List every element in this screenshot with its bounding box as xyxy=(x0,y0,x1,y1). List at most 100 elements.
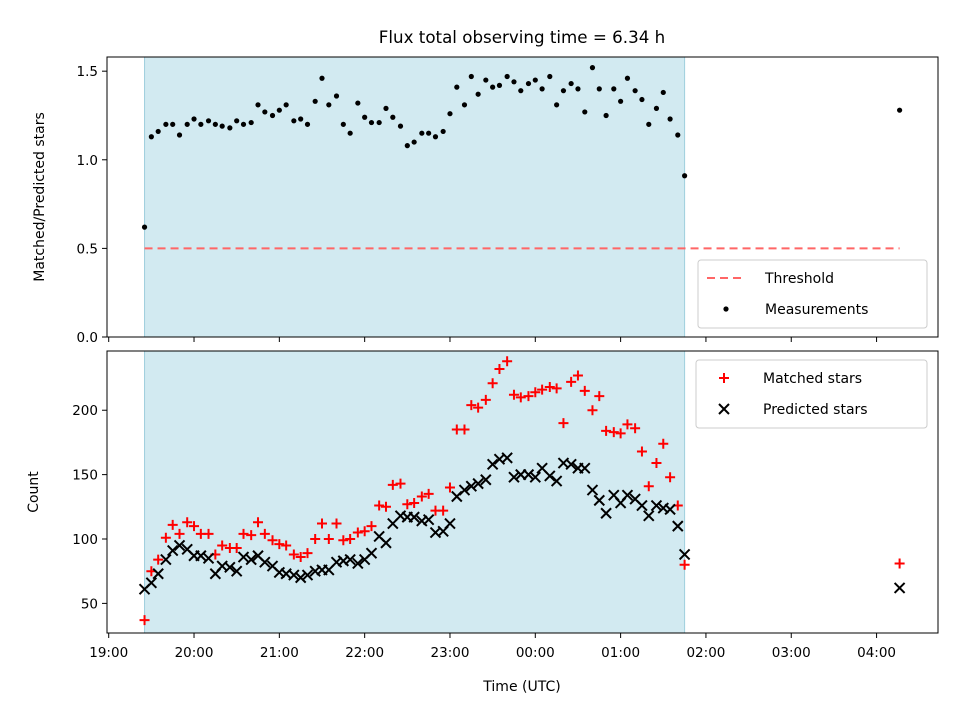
matched-star-point xyxy=(317,518,328,529)
matched-star-point xyxy=(253,517,264,528)
y-tick-label: 0.0 xyxy=(77,330,98,346)
measurement-point xyxy=(632,88,638,94)
predicted-star-point xyxy=(472,477,484,490)
measurement-point xyxy=(219,123,225,129)
matched-star-point xyxy=(387,479,398,490)
predicted-star-point xyxy=(621,489,634,501)
measurement-point xyxy=(532,77,538,83)
matched-star-point xyxy=(615,428,626,439)
matched-star-point xyxy=(323,534,334,544)
matched-star-point xyxy=(295,552,306,563)
measurement-point xyxy=(347,130,353,136)
measurement-point xyxy=(198,121,204,127)
measurement-point xyxy=(897,107,903,113)
measurement-point xyxy=(304,121,311,127)
matched-star-point xyxy=(352,527,363,538)
measurement-point xyxy=(362,114,368,120)
matched-star-point xyxy=(438,505,449,516)
matched-star-point xyxy=(466,400,477,411)
matched-star-point xyxy=(622,419,633,430)
y-tick-label: 1.0 xyxy=(77,153,98,169)
measurement-point xyxy=(475,91,481,97)
predicted-star-point xyxy=(152,568,164,580)
measurement-point xyxy=(440,128,446,135)
predicted-star-point xyxy=(544,470,556,482)
matched-star-point xyxy=(594,391,605,402)
predicted-star-point xyxy=(422,513,435,526)
measurement-point xyxy=(376,119,382,126)
measurement-point xyxy=(269,112,276,119)
bottom-axes-frame xyxy=(106,350,939,634)
matched-star-point xyxy=(572,370,583,381)
predicted-star-point xyxy=(565,458,577,471)
matched-star-point xyxy=(502,356,513,367)
measurement-point xyxy=(461,102,468,108)
legend-matched-handle xyxy=(719,373,729,383)
measurement-point xyxy=(468,73,474,80)
measurement-point xyxy=(312,98,318,104)
predicted-star-point xyxy=(586,484,599,496)
measurement-point xyxy=(291,118,297,124)
measurement-point xyxy=(611,86,617,92)
matched-star-point xyxy=(380,501,391,512)
measurement-point xyxy=(234,118,240,124)
x-axis-label: Time (UTC) xyxy=(482,679,560,695)
predicted-star-point xyxy=(224,561,236,574)
measurement-point xyxy=(205,118,212,124)
matched-star-point xyxy=(601,425,612,436)
matched-star-point xyxy=(203,528,214,539)
measurement-point xyxy=(454,84,460,90)
measurement-point xyxy=(227,125,233,131)
measurement-point xyxy=(432,134,439,140)
matched-star-point xyxy=(310,534,321,544)
measurement-point xyxy=(355,100,361,106)
matched-star-point xyxy=(508,389,519,400)
predicted-star-point xyxy=(458,484,471,496)
measurement-point xyxy=(639,96,645,103)
top-legend-box xyxy=(697,259,928,329)
bottom-legend-box xyxy=(695,359,928,429)
matched-star-point xyxy=(153,554,164,565)
predicted-star-point xyxy=(294,571,307,584)
matched-star-point xyxy=(345,534,356,544)
matched-star-point xyxy=(587,405,598,416)
measurement-point xyxy=(596,86,602,92)
measurement-point xyxy=(276,107,282,113)
matched-star-point xyxy=(366,521,377,532)
predicted-star-point xyxy=(672,520,684,532)
predicted-star-point xyxy=(237,551,250,563)
measurement-point xyxy=(560,88,567,94)
matched-star-point xyxy=(579,385,590,396)
legend-measurements-handle xyxy=(723,306,729,312)
predicted-star-point xyxy=(465,480,478,492)
matched-star-point xyxy=(281,540,292,551)
matched-star-point xyxy=(444,482,455,493)
predicted-star-point xyxy=(508,471,520,483)
x-tick-label: 20:00 xyxy=(175,645,214,661)
measurement-point xyxy=(141,224,148,230)
series-measurements xyxy=(141,65,903,230)
measurement-point xyxy=(340,121,346,127)
predicted-star-point xyxy=(480,474,492,486)
bottom-panel: 50 100 150 200 19:00 20:00 21:00 22:00 23:00 00:0… xyxy=(26,350,939,661)
measurement-point xyxy=(518,88,524,94)
matched-star-point xyxy=(523,391,534,402)
matched-star-point xyxy=(679,559,690,570)
measurement-point xyxy=(248,119,254,126)
top-observing-interval xyxy=(144,56,686,338)
matched-star-point xyxy=(494,364,505,375)
measurement-point xyxy=(653,105,660,111)
measurement-point xyxy=(575,86,581,92)
measurement-point xyxy=(426,130,432,136)
measurement-point xyxy=(603,112,609,119)
matched-star-point xyxy=(182,517,193,528)
predicted-star-point xyxy=(600,507,612,519)
predicted-star-point xyxy=(579,462,591,474)
matched-star-point xyxy=(267,535,278,546)
predicted-star-point xyxy=(501,452,513,464)
predicted-star-point xyxy=(245,553,257,566)
predicted-star-point xyxy=(145,577,158,589)
measurement-point xyxy=(283,102,289,108)
top-axes-frame xyxy=(106,56,939,338)
